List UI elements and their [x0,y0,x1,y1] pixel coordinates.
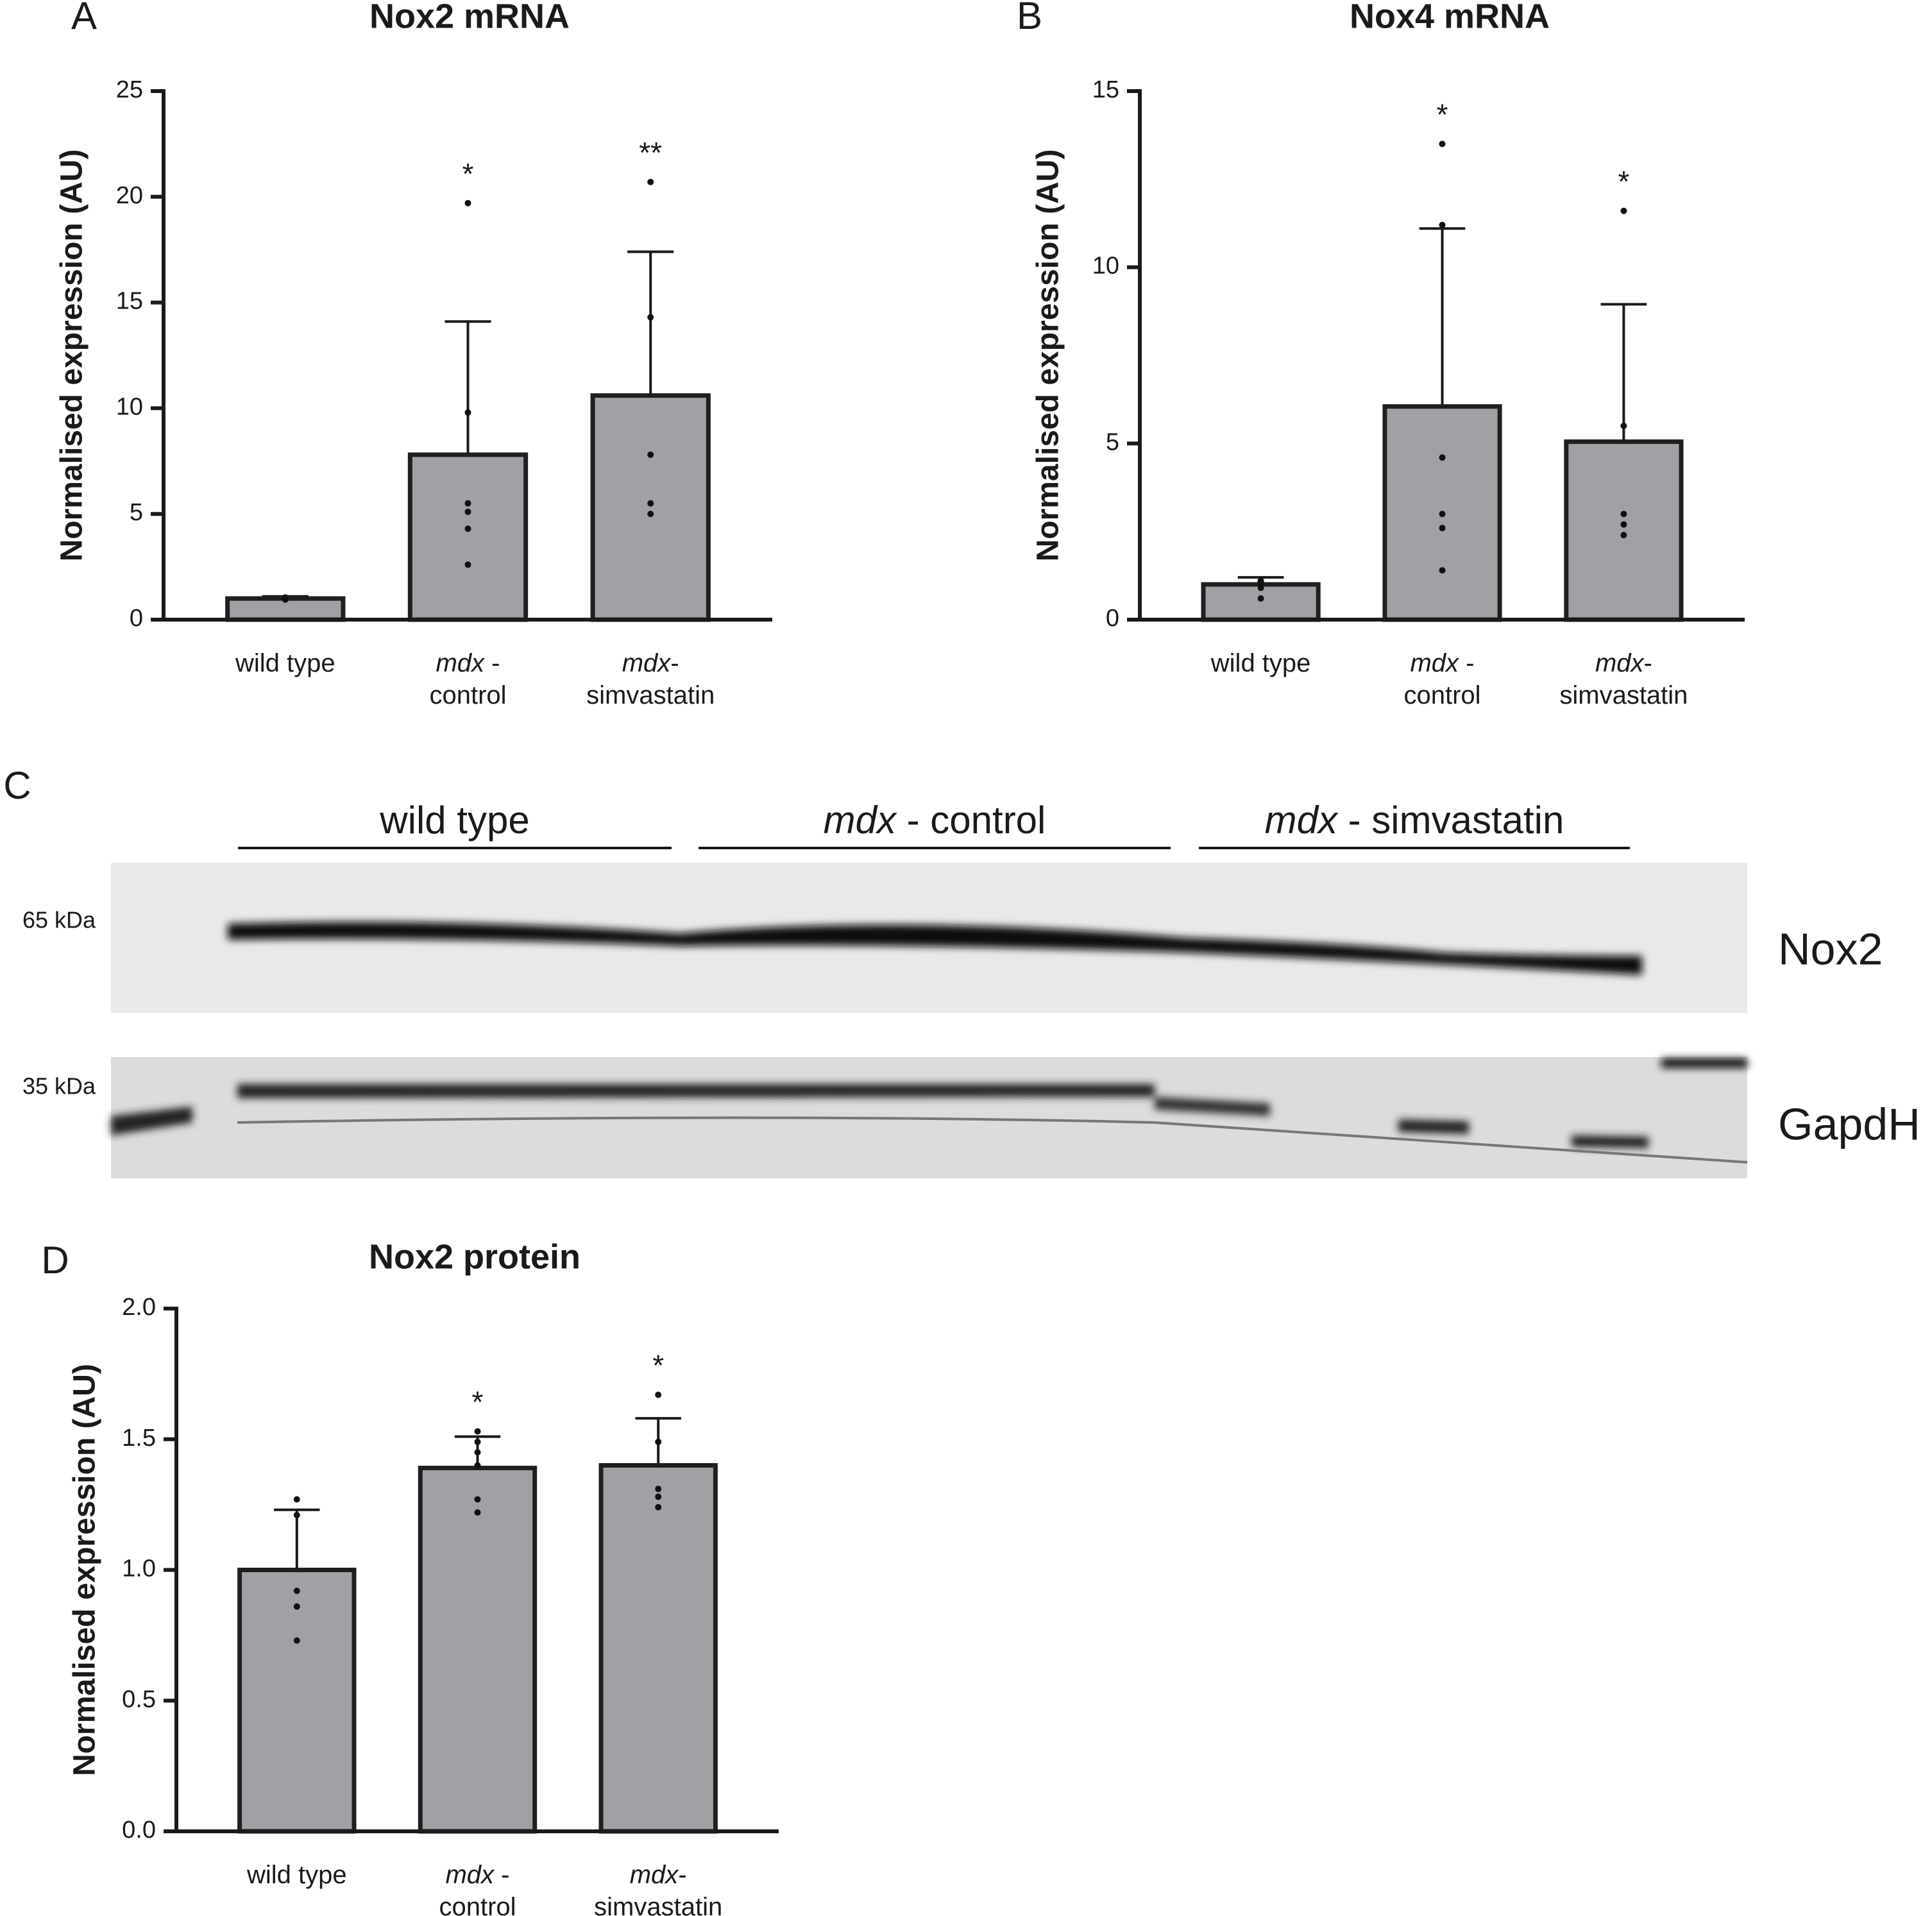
data-point [655,1504,662,1511]
y-tick-label: 1.0 [122,1556,156,1582]
data-point [655,1493,662,1500]
data-point [474,1509,481,1516]
x-tick-label: mdx -control [429,649,506,709]
data-point [474,1428,481,1435]
data-point [464,561,471,568]
data-point [474,1496,481,1503]
data-point [474,1449,481,1456]
y-tick-label: 0 [1106,605,1119,632]
data-point [647,500,654,507]
data-point [1620,207,1627,214]
data-point [1439,511,1446,518]
group-label: wild type [379,799,529,842]
x-tick-label: mdx -control [1403,649,1480,709]
data-point [647,511,654,518]
data-point [282,596,289,603]
data-point [1439,140,1446,148]
data-point [1257,579,1264,586]
chart-title: Nox4 mRNA [1350,0,1550,35]
y-tick-label: 5 [130,499,143,526]
data-point [1257,595,1264,602]
chart-title: Nox2 mRNA [369,0,570,35]
data-point [464,500,471,507]
y-tick-label: 1.5 [122,1425,156,1452]
y-tick-label: 10 [116,393,143,420]
data-point [293,1603,300,1610]
bar [407,452,529,622]
protein-label: Nox2 [1778,924,1883,974]
significance: * [1618,165,1629,198]
data-point [293,1588,300,1595]
data-point [293,1496,300,1503]
x-tick-label: wild type [1210,649,1311,677]
y-tick-label: 0.5 [122,1686,156,1713]
data-point [1439,525,1446,532]
data-point [464,508,471,515]
data-point [655,1438,662,1445]
y-tick-label: 10 [1092,253,1119,280]
y-axis-label: Normalised expression (AU) [68,1364,102,1776]
x-tick-label: mdx-simvastatin [594,1861,722,1916]
data-point [464,199,471,207]
group-label: mdx - simvastatin [1265,799,1564,842]
bar [237,1568,357,1834]
marker-label: 35 kDa [22,1073,96,1099]
data-point [655,1391,662,1398]
x-tick-label: wild type [235,649,335,677]
marker-label: 65 kDa [22,907,96,933]
y-tick-label: 2.0 [122,1294,156,1321]
data-point [293,1511,300,1518]
significance: * [1437,98,1448,131]
panel-label: A [71,0,97,37]
y-axis-label: Normalised expression (AU) [1031,149,1065,562]
data-point [474,1438,481,1445]
data-point [293,1637,300,1644]
data-point [1439,221,1446,228]
significance: ** [639,136,662,169]
x-tick-label: mdx -control [439,1861,516,1916]
data-point [647,178,654,185]
significance: * [652,1349,664,1382]
protein-label: GapdH [1778,1099,1920,1149]
data-point [1439,567,1446,574]
panel-label: D [41,1239,69,1282]
data-point [464,525,471,532]
significance: * [472,1386,484,1419]
data-point [647,314,654,321]
data-point [464,409,471,416]
data-point [1620,521,1627,528]
y-tick-label: 15 [1092,76,1119,103]
panel-label: B [1017,0,1042,37]
bar [418,1466,538,1834]
x-tick-label: mdx-simvastatin [586,649,715,709]
data-point [1620,422,1627,429]
data-point [474,1462,481,1469]
y-tick-label: 20 [116,182,143,209]
data-point [1620,532,1627,539]
bar [1564,439,1684,622]
bands [111,922,1747,1148]
y-axis-label: Normalised expression (AU) [55,149,89,562]
western-blot [111,863,1748,1178]
bar [590,393,711,622]
panel-label: C [3,764,31,807]
x-tick-label: wild type [246,1861,347,1889]
bar [598,1463,718,1834]
data-point [1257,584,1264,591]
y-tick-label: 15 [116,288,143,315]
y-tick-label: 5 [1106,428,1119,455]
x-tick-label: mdx-simvastatin [1559,649,1688,709]
group-label: mdx - control [824,799,1046,842]
data-point [1620,511,1627,518]
y-tick-label: 25 [116,76,143,103]
y-tick-label: 0.0 [122,1817,156,1844]
significance: * [462,157,474,191]
y-tick-label: 0 [130,605,143,632]
data-point [1439,454,1446,461]
data-point [647,451,654,458]
chart-title: Nox2 protein [369,1237,580,1276]
data-point [655,1486,662,1493]
